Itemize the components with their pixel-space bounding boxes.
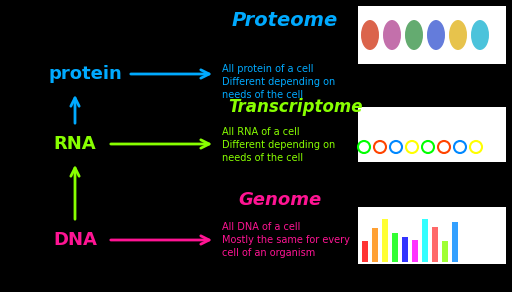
Ellipse shape (471, 20, 489, 50)
Bar (412, 240, 418, 262)
Ellipse shape (383, 20, 401, 50)
Bar (358, 6, 506, 64)
Text: protein: protein (48, 65, 122, 83)
Ellipse shape (405, 20, 423, 50)
Text: All DNA of a cell
Mostly the same for every
cell of an organism: All DNA of a cell Mostly the same for ev… (222, 222, 350, 258)
Bar (362, 241, 368, 262)
Text: DNA: DNA (53, 231, 97, 249)
Bar (358, 207, 506, 264)
Bar (432, 227, 438, 262)
Text: RNA: RNA (54, 135, 96, 153)
Text: Proteome: Proteome (232, 11, 338, 29)
Text: All RNA of a cell
Different depending on
needs of the cell: All RNA of a cell Different depending on… (222, 127, 335, 164)
Ellipse shape (449, 20, 467, 50)
Ellipse shape (427, 20, 445, 50)
Ellipse shape (361, 20, 379, 50)
Bar (382, 219, 388, 262)
Text: Transcriptome: Transcriptome (228, 98, 362, 116)
Bar (442, 241, 448, 262)
Bar (392, 233, 398, 262)
Bar (402, 237, 408, 262)
Bar (452, 222, 458, 262)
Text: All protein of a cell
Different depending on
needs of the cell: All protein of a cell Different dependin… (222, 64, 335, 100)
Bar (358, 107, 506, 162)
Bar (422, 219, 428, 262)
Bar (372, 228, 378, 262)
Text: Genome: Genome (239, 191, 322, 209)
